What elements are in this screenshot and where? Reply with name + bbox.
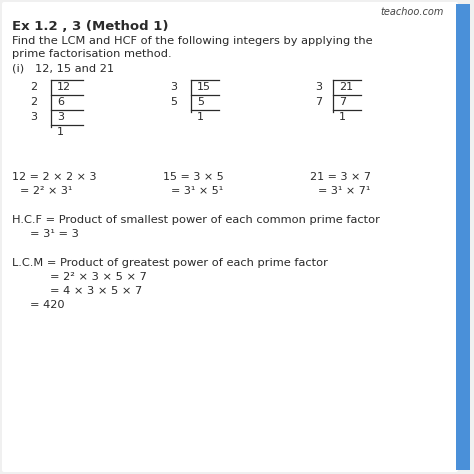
Text: = 2² × 3 × 5 × 7: = 2² × 3 × 5 × 7 xyxy=(50,272,147,282)
Text: 3: 3 xyxy=(170,82,177,92)
Text: 3: 3 xyxy=(57,112,64,122)
Text: 1: 1 xyxy=(57,127,64,137)
Text: 21: 21 xyxy=(339,82,353,92)
Text: 2: 2 xyxy=(30,82,37,92)
Text: 2: 2 xyxy=(30,97,37,107)
Text: 12 = 2 × 2 × 3: 12 = 2 × 2 × 3 xyxy=(12,172,97,182)
Text: teachoo.com: teachoo.com xyxy=(380,7,443,17)
Text: 7: 7 xyxy=(315,97,322,107)
Text: (i)   12, 15 and 21: (i) 12, 15 and 21 xyxy=(12,63,114,73)
Text: 3: 3 xyxy=(30,112,37,122)
Text: Ex 1.2 , 3 (Method 1): Ex 1.2 , 3 (Method 1) xyxy=(12,20,168,33)
Text: = 2² × 3¹: = 2² × 3¹ xyxy=(20,186,73,196)
Text: 6: 6 xyxy=(57,97,64,107)
Text: 3: 3 xyxy=(315,82,322,92)
Text: prime factorisation method.: prime factorisation method. xyxy=(12,49,172,59)
Text: = 3¹ = 3: = 3¹ = 3 xyxy=(30,229,79,239)
Text: 12: 12 xyxy=(57,82,71,92)
Text: = 3¹ × 5¹: = 3¹ × 5¹ xyxy=(171,186,223,196)
Text: = 420: = 420 xyxy=(30,300,64,310)
Text: 1: 1 xyxy=(197,112,204,122)
FancyBboxPatch shape xyxy=(2,2,458,472)
Text: H.C.F = Product of smallest power of each common prime factor: H.C.F = Product of smallest power of eac… xyxy=(12,215,380,225)
Text: 21 = 3 × 7: 21 = 3 × 7 xyxy=(310,172,371,182)
Bar xyxy=(456,4,470,470)
Text: = 3¹ × 7¹: = 3¹ × 7¹ xyxy=(318,186,370,196)
Text: 5: 5 xyxy=(197,97,204,107)
Text: 7: 7 xyxy=(339,97,346,107)
Text: 1: 1 xyxy=(339,112,346,122)
Text: Find the LCM and HCF of the following integers by applying the: Find the LCM and HCF of the following in… xyxy=(12,36,373,46)
Text: L.C.M = Product of greatest power of each prime factor: L.C.M = Product of greatest power of eac… xyxy=(12,258,328,268)
Text: 5: 5 xyxy=(170,97,177,107)
Text: 15 = 3 × 5: 15 = 3 × 5 xyxy=(163,172,224,182)
Text: = 4 × 3 × 5 × 7: = 4 × 3 × 5 × 7 xyxy=(50,286,142,296)
Text: 15: 15 xyxy=(197,82,211,92)
